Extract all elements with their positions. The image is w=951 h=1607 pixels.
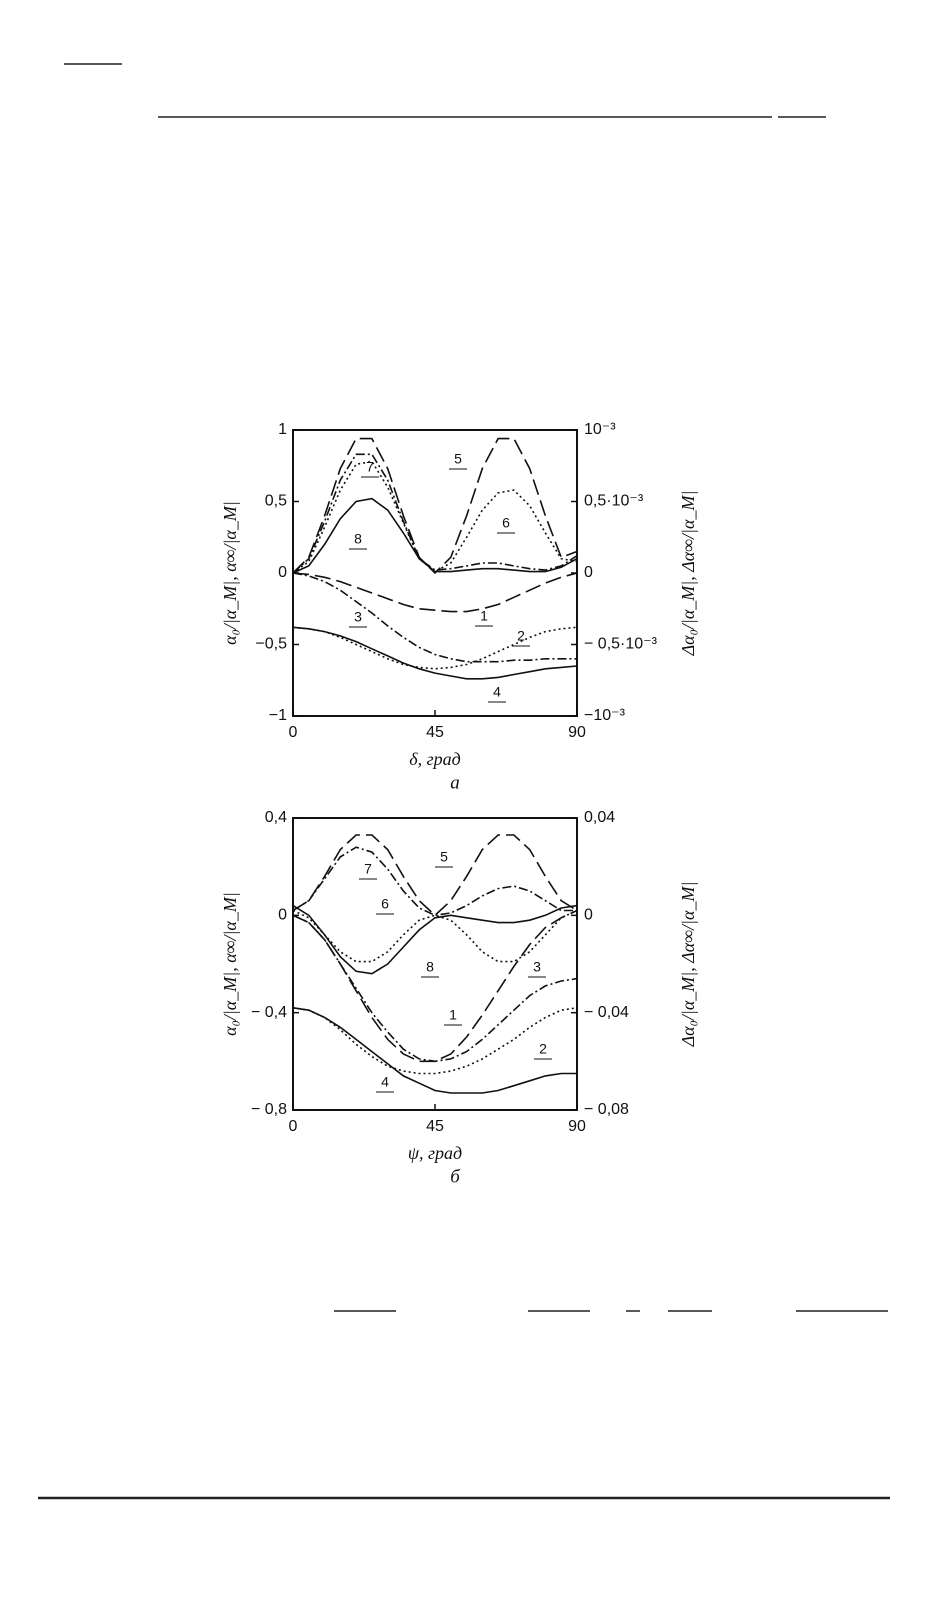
x-tick-label: 90	[568, 724, 586, 741]
curve-label: 7	[364, 861, 372, 877]
y-tick-label: −0,5	[255, 636, 287, 653]
x-tick-label: 0	[289, 724, 298, 741]
curve	[292, 572, 577, 663]
curve-label: 5	[454, 451, 462, 467]
y2-axis-label: Δα₀/|α_M|, Δα∞/|α_M|	[678, 882, 698, 1048]
y2-tick-label: − 0,5·10⁻³	[584, 636, 658, 653]
y-tick-label: 1	[278, 421, 287, 438]
curve	[292, 572, 578, 613]
y2-tick-label: 10⁻³	[584, 421, 616, 438]
curve-label: 1	[480, 608, 488, 624]
curve-label: 7	[366, 459, 374, 475]
y-tick-label: − 0,4	[251, 1004, 287, 1021]
curve	[292, 834, 578, 917]
y2-tick-label: 0	[584, 564, 593, 581]
curve	[292, 1007, 578, 1075]
x-tick-label: 45	[426, 1118, 444, 1135]
curve-label: 4	[493, 684, 501, 700]
y2-tick-label: 0,5·10⁻³	[584, 493, 644, 510]
y2-tick-label: 0,04	[584, 809, 615, 826]
curve-label: 2	[539, 1041, 547, 1057]
curve-label: 3	[354, 609, 362, 625]
curve-label: 8	[354, 531, 362, 547]
curve	[292, 453, 578, 574]
chart: −1 −0,5 0 0,5 1 −10⁻³ − 0,5·10⁻³ 0 0,5·10⁻³ 10⁻³ 0…	[220, 421, 698, 793]
curve-label: 6	[381, 896, 389, 912]
y-axis-label: α₀/|α_M|, α∞/|α_M|	[220, 892, 240, 1036]
x-axis-label: ψ, град	[408, 1143, 462, 1163]
x-tick-label: 0	[289, 1118, 298, 1135]
y2-tick-label: 0	[584, 907, 593, 924]
curve	[292, 914, 578, 1063]
curve-label: 4	[381, 1074, 389, 1090]
curve	[292, 1007, 577, 1094]
curve	[292, 497, 578, 574]
curve	[292, 460, 578, 574]
curve	[292, 904, 578, 975]
curve	[292, 846, 577, 917]
curve	[292, 626, 578, 670]
y2-tick-label: − 0,04	[584, 1004, 629, 1021]
y-tick-label: 0,4	[265, 809, 287, 826]
curve	[292, 909, 578, 1063]
y-tick-label: 0,5	[265, 493, 287, 510]
curve-label: 2	[517, 628, 525, 644]
y2-axis-label: Δα₀/|α_M|, Δα∞/|α_M|	[678, 491, 698, 657]
y-axis-label: α₀/|α_M|, α∞/|α_M|	[220, 501, 240, 645]
curve-label: 5	[440, 849, 448, 865]
y-tick-label: −1	[269, 707, 287, 724]
y-tick-label: 0	[278, 564, 287, 581]
curve-label: 8	[426, 959, 434, 975]
decor	[38, 63, 890, 1500]
y-tick-label: − 0,8	[251, 1101, 287, 1118]
curve	[292, 437, 578, 575]
y-tick-label: 0	[278, 907, 287, 924]
y2-tick-label: −10⁻³	[584, 707, 626, 724]
x-tick-label: 90	[568, 1118, 586, 1135]
caption: а	[450, 772, 460, 793]
curve-label: 1	[449, 1007, 457, 1023]
x-axis-label: δ, град	[409, 749, 461, 769]
x-tick-label: 45	[426, 724, 444, 741]
curve-label: 3	[533, 959, 541, 975]
curve-label: 6	[502, 515, 510, 531]
curve	[292, 626, 578, 680]
y2-tick-label: − 0,08	[584, 1101, 629, 1118]
caption: б	[450, 1166, 461, 1187]
